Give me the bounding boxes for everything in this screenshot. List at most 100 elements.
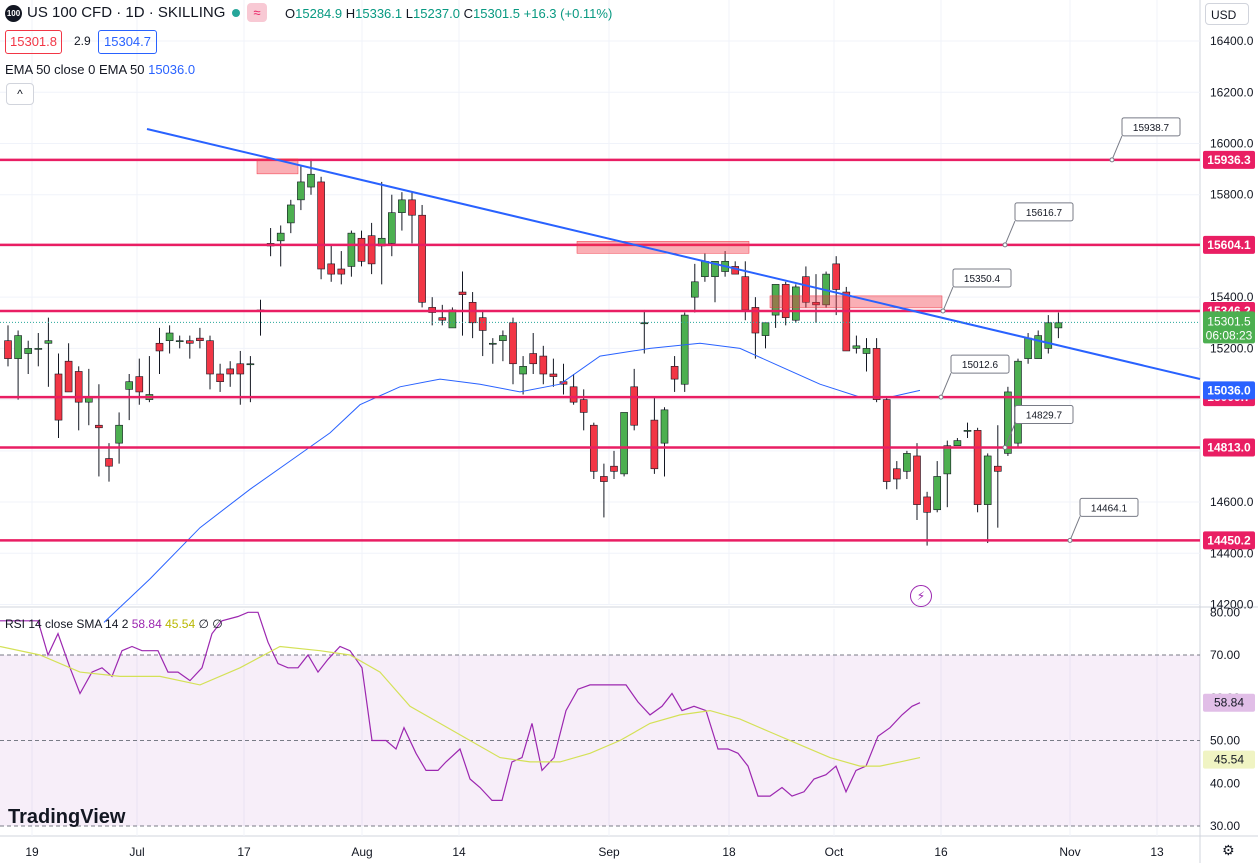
time-tick-label: Oct: [825, 845, 844, 859]
candle-body: [812, 301, 820, 306]
callout-anchor: [1002, 242, 1008, 248]
callout-box: [950, 354, 1010, 374]
callout-anchor: [938, 394, 944, 400]
callout-leader: [1111, 135, 1123, 161]
time-axis[interactable]: 19 Jul 17 Aug 14 Sep 18 Oct 16 Nov 13: [25, 845, 1164, 859]
ema-legend-value: 15036.0: [148, 62, 196, 77]
rsi-legend[interactable]: RSI 14 close SMA 14 2 58.84 45.54 ∅ ∅: [5, 617, 223, 631]
collapse-legend-button[interactable]: ^: [6, 83, 34, 105]
price-tick-label: 15400.0: [1210, 290, 1254, 304]
candle-body: [115, 424, 123, 444]
ohlc-h: H: [345, 6, 356, 21]
level-axis-text: 15604.1: [1207, 238, 1251, 252]
callout-anchor: [1002, 445, 1008, 451]
candle-body: [670, 366, 679, 380]
rsi-axis-badge: [1203, 693, 1255, 712]
candle-body: [125, 381, 133, 390]
time-tick-label: 17: [237, 845, 251, 859]
rsi-line: [0, 611, 921, 802]
candle-body: [791, 286, 800, 321]
bid-button[interactable]: 15301.8: [5, 30, 62, 54]
rsi-tick-label: 40.00: [1210, 776, 1240, 790]
candle-body: [44, 340, 53, 344]
countdown-text: 06:08:23: [1206, 328, 1253, 342]
rsi-tick-label: 50.00: [1210, 734, 1240, 748]
candle-body: [499, 335, 507, 342]
callout-text: 14829.7: [1026, 411, 1063, 422]
candle-body: [953, 440, 962, 447]
tradingview-logo[interactable]: TradingView: [8, 806, 126, 828]
candle-body: [993, 465, 1002, 472]
candle-body: [600, 476, 608, 482]
candle-body: [276, 232, 285, 242]
supply-zone: [256, 158, 299, 175]
callout-anchor: [1067, 537, 1073, 543]
rsi-sma-line: [0, 645, 921, 767]
candle-body: [95, 424, 103, 429]
candle-body: [307, 173, 315, 188]
candle-body: [892, 468, 901, 480]
candle-body: [983, 455, 992, 505]
currency-button[interactable]: USD: [1205, 3, 1249, 25]
callout-text: 15350.4: [964, 274, 1001, 285]
level-axis-badge: [1203, 531, 1255, 550]
callout-box: [1121, 117, 1181, 137]
callout-box: [1014, 405, 1074, 425]
callout-anchor: [1109, 157, 1115, 163]
candle-body: [620, 412, 628, 475]
candle-body: [196, 337, 204, 342]
ema-legend[interactable]: EMA 50 close 0 EMA 50 15036.0: [5, 62, 195, 77]
close-value: 15301.5: [473, 6, 521, 21]
price-tick-label: 14200.0: [1210, 598, 1254, 612]
supply-zone: [576, 241, 750, 254]
change-value: +16.3 (+0.11%): [523, 6, 613, 21]
symbol-logo: 100: [5, 5, 22, 22]
ask-button[interactable]: 15304.7: [98, 30, 157, 54]
overlays: 15938.7 15616.7 15350.4 15012.6 14829.7 14464…: [0, 117, 1201, 623]
candle-body: [468, 301, 477, 324]
callout-box: [1079, 497, 1139, 517]
candle-body: [852, 345, 861, 349]
callout-leader: [942, 286, 954, 312]
candle-body: [539, 355, 548, 375]
candle-body: [569, 386, 578, 403]
time-tick-label: 19: [25, 845, 39, 859]
open-value: 15284.9: [295, 6, 343, 21]
candle-body: [14, 335, 22, 359]
candle-body: [1034, 335, 1042, 359]
candle-body: [236, 363, 245, 375]
settings-gear-icon[interactable]: ⚙: [1222, 842, 1235, 858]
candle-body: [913, 455, 921, 505]
last-price-text: 15301.5: [1207, 314, 1251, 328]
candle-body: [882, 399, 891, 482]
price-tick-label: 14400.0: [1210, 546, 1254, 560]
callout-box: [952, 268, 1012, 288]
candle-body: [832, 263, 841, 290]
candles: [4, 158, 1063, 546]
callout-text: 15012.6: [962, 360, 999, 371]
price-axis[interactable]: 16400.016200.016000.015800.015600.015400…: [1203, 34, 1255, 833]
time-tick-label: Aug: [351, 845, 372, 859]
candle-body: [34, 348, 43, 350]
level-axis-badge: [1203, 438, 1255, 457]
candle-body: [155, 342, 164, 352]
wave-icon[interactable]: ≈: [247, 3, 267, 22]
level-axis-text: 14450.2: [1207, 533, 1251, 547]
candle-body: [206, 340, 214, 375]
candle-body: [448, 309, 457, 329]
price-tick-label: 16400.0: [1210, 34, 1254, 48]
ema50-line: [103, 342, 921, 623]
candle-body: [408, 199, 416, 216]
callout-text: 15938.7: [1133, 123, 1170, 134]
symbol-title[interactable]: US 100 CFD · 1D · SKILLING: [27, 4, 226, 21]
candle-body: [478, 317, 487, 331]
candle-body: [1024, 337, 1032, 359]
bolt-icon[interactable]: ⚡: [910, 585, 932, 607]
candle-body: [216, 373, 224, 382]
price-tick-label: 15200.0: [1210, 341, 1254, 355]
level-axis-text: 14813.0: [1207, 441, 1251, 455]
candle-body: [327, 263, 336, 275]
rsi-band: [0, 654, 1200, 827]
